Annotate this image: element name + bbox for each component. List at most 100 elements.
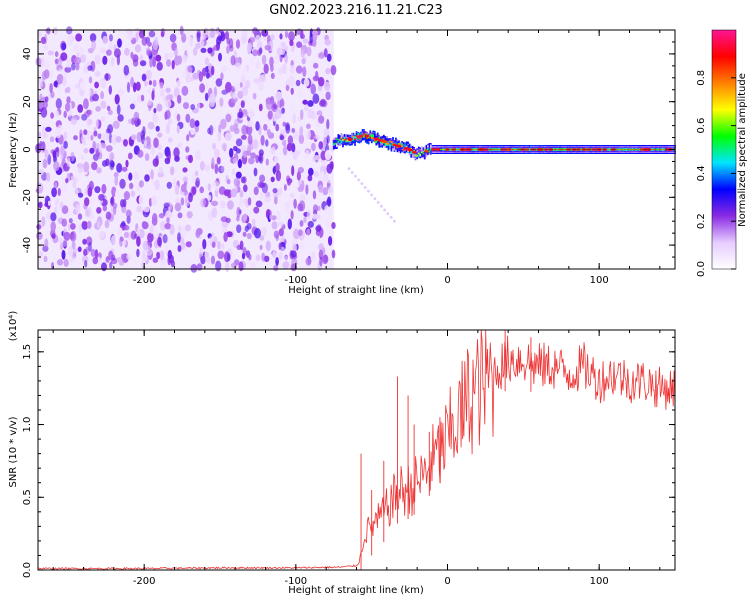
noise-blob [289,64,296,75]
signal-track [332,129,676,161]
noise-blob [255,200,263,208]
noise-blob [147,41,152,47]
noise-blob [124,47,130,56]
noise-blob [167,249,172,260]
noise-blob [65,178,69,184]
noise-blob [96,221,101,229]
signal-cell [342,139,344,141]
noise-blob [232,157,238,164]
noise-blob [284,45,289,51]
signal-cell [332,139,335,144]
noise-blob [295,182,300,188]
noise-blob [63,140,68,149]
signal-cell [346,140,349,142]
noise-blob [95,118,99,129]
signal-cell [373,139,376,142]
noise-blob [306,199,313,207]
noise-blob [312,30,318,42]
noise-blob [259,174,266,183]
signal-hotspot [396,144,401,148]
noise-blob [89,147,95,154]
noise-blob [101,128,106,135]
y-tick-label: 1.0 [22,417,33,433]
noise-blob [265,191,271,198]
noise-blob [302,66,307,78]
noise-blob [181,54,188,63]
signal-cell [337,140,340,143]
noise-blob [142,240,149,251]
noise-blob [306,209,311,220]
noise-blob [261,252,266,262]
noise-blob [318,243,324,252]
signal-cell [422,152,425,155]
noise-blob [143,206,150,213]
signal-cell [332,143,335,146]
noise-blob [200,198,206,208]
noise-blob [56,259,64,266]
noise-blob [327,186,334,194]
noise-blob [165,99,172,108]
noise-blob [150,145,155,156]
noise-blob [136,118,142,126]
noise-blob [54,147,59,153]
noise-blob [94,81,99,89]
noise-blob [247,134,253,145]
signal-cell [389,140,391,143]
noise-blob [199,247,204,255]
noise-blob [149,57,153,68]
signal-cell [361,135,364,141]
noise-blob [75,62,80,71]
noise-blob [90,248,96,257]
noise-blob [298,184,304,193]
noise-blob [287,218,292,230]
noise-blob [81,133,86,145]
noise-blob [299,200,306,212]
signal-cell [393,142,396,151]
signal-cell [420,151,423,154]
noise-blob [236,206,241,218]
noise-blob [141,36,148,46]
noise-blob [297,90,303,99]
noise-blob [105,211,112,220]
noise-blob [84,260,88,268]
noise-blob [305,129,311,140]
noise-blob [74,188,79,195]
noise-blob [330,65,337,76]
noise-blob [63,131,68,141]
noise-blob [176,113,181,122]
noise-blob [270,64,274,72]
noise-blob [154,179,160,191]
noise-blob [220,72,224,81]
noise-blob [109,159,115,171]
noise-blob [119,73,124,84]
noise-blob [291,165,295,177]
signal-cell [354,138,356,141]
noise-blob [226,178,231,185]
noise-blob [166,59,172,67]
signal-cell [340,137,343,139]
signal-cell [369,134,372,138]
noise-blob [218,52,222,62]
noise-blob [87,65,93,71]
noise-blob [83,66,87,74]
noise-blob [235,171,242,179]
noise-blob [219,97,224,107]
noise-blob [285,84,290,92]
noise-blob [306,228,311,236]
noise-blob [253,167,258,177]
noise-blob [215,78,223,87]
signal-cell [336,139,338,148]
noise-blob [264,196,271,203]
noise-blob [54,110,60,118]
noise-blob [239,240,244,251]
noise-blob [41,70,47,81]
noise-blob [271,221,278,230]
noise-blob [85,209,90,217]
noise-blob [237,111,244,119]
noise-blob [101,133,107,141]
noise-blob [165,87,171,93]
noise-blob [271,146,276,155]
noise-blob [140,94,145,102]
noise-blob [237,90,244,99]
noise-blob [284,30,289,38]
